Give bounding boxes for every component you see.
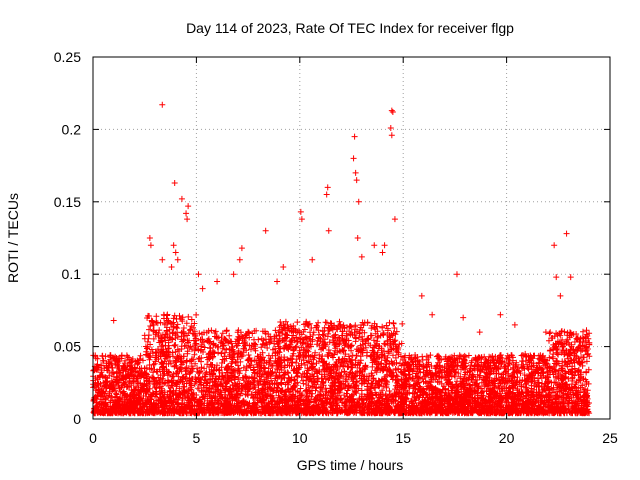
data-point xyxy=(159,101,166,108)
y-tick-label: 0 xyxy=(73,411,81,427)
data-point xyxy=(557,292,564,299)
data-point xyxy=(323,191,330,198)
data-point xyxy=(230,271,237,278)
data-point xyxy=(351,133,358,140)
data-point xyxy=(172,249,179,256)
data-point xyxy=(298,216,305,223)
chart-title: Day 114 of 2023, Rate Of TEC Index for r… xyxy=(186,20,514,36)
data-point xyxy=(110,317,117,324)
grid-lines xyxy=(93,57,610,419)
y-tick-label: 0.2 xyxy=(62,121,82,137)
data-point xyxy=(511,321,518,328)
data-point xyxy=(391,216,398,223)
data-point xyxy=(262,227,269,234)
x-tick-label: 10 xyxy=(292,430,308,446)
data-point xyxy=(354,235,361,241)
data-point xyxy=(476,329,483,336)
plot-frame xyxy=(92,56,611,420)
y-tick-label: 0.15 xyxy=(54,194,81,210)
data-point xyxy=(388,132,395,139)
x-tick-label: 15 xyxy=(395,430,411,446)
data-point xyxy=(297,208,304,215)
data-point xyxy=(280,263,287,270)
x-tick-label: 20 xyxy=(499,430,515,446)
data-point xyxy=(542,329,549,336)
data-point xyxy=(159,256,166,263)
x-tick-label: 25 xyxy=(602,430,618,446)
data-point xyxy=(147,242,154,249)
data-point xyxy=(324,184,331,191)
y-tick-label: 0.25 xyxy=(54,49,81,65)
data-point xyxy=(352,169,359,176)
y-axis-label: ROTI / TECUs xyxy=(5,193,21,283)
data-point xyxy=(195,271,202,278)
data-point xyxy=(460,314,467,321)
data-point xyxy=(387,124,394,131)
data-point xyxy=(185,203,192,210)
data-point xyxy=(350,155,357,162)
x-axis-label: GPS time / hours xyxy=(297,457,404,473)
data-point xyxy=(358,253,365,260)
data-point xyxy=(371,242,378,249)
data-point xyxy=(567,274,574,281)
data-point xyxy=(453,271,460,278)
data-point xyxy=(551,242,558,249)
data-point xyxy=(388,107,395,114)
data-point xyxy=(236,256,243,263)
data-point xyxy=(174,256,181,263)
data-point xyxy=(170,242,177,249)
x-tick-label: 5 xyxy=(193,430,201,446)
y-tick-label: 0.1 xyxy=(62,266,82,282)
data-point xyxy=(238,245,245,252)
data-point xyxy=(497,311,504,318)
data-point xyxy=(563,230,570,237)
data-point xyxy=(309,256,316,263)
data-point xyxy=(429,311,436,318)
data-point xyxy=(379,249,386,256)
axis-ticks: 0 5 10 15 20 25 0 0.05 0.1 0.15 0.2 0.25 xyxy=(54,49,618,446)
data-point xyxy=(184,216,191,223)
data-point xyxy=(178,195,185,202)
data-point xyxy=(168,263,175,270)
data-point xyxy=(418,292,425,299)
data-point xyxy=(171,179,178,186)
data-point xyxy=(199,285,206,292)
data-point xyxy=(214,278,221,285)
data-point xyxy=(353,177,360,184)
data-point xyxy=(522,350,529,357)
data-point xyxy=(325,227,332,234)
data-point xyxy=(146,235,153,241)
data-point xyxy=(389,109,396,116)
data-point xyxy=(274,278,281,285)
data-point xyxy=(381,242,388,249)
data-point xyxy=(355,198,362,205)
x-tick-label: 0 xyxy=(89,430,97,446)
data-point xyxy=(183,210,190,217)
y-tick-label: 0.05 xyxy=(54,339,81,355)
data-points xyxy=(110,101,574,357)
dense-point-cloud xyxy=(90,311,593,417)
data-point xyxy=(553,274,560,281)
